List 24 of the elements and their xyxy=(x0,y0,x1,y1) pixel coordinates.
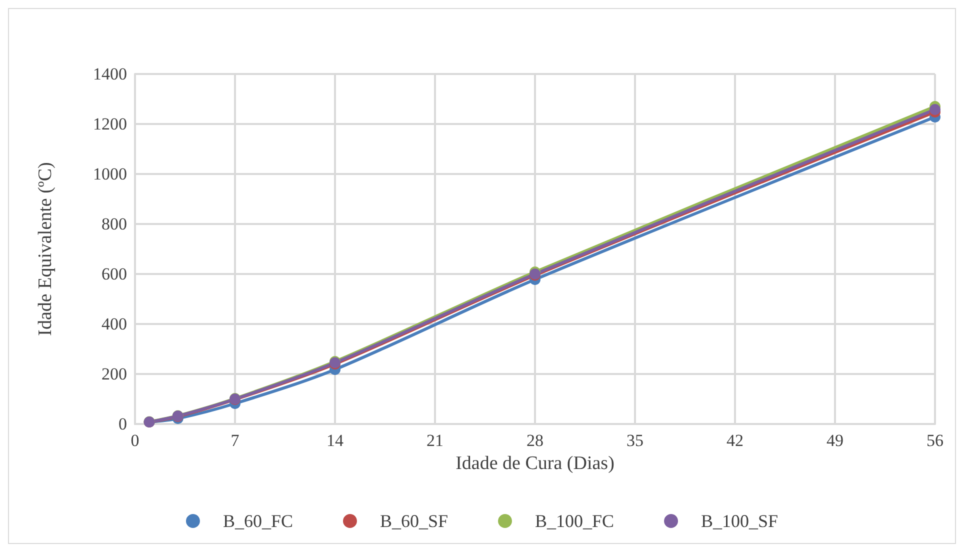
point xyxy=(930,104,940,115)
y-tick-label: 800 xyxy=(102,214,127,234)
legend-label: B_100_SF xyxy=(701,511,778,531)
y-axis-title: Idade Equivalente (ºC) xyxy=(35,162,56,336)
legend-label: B_60_SF xyxy=(380,511,448,531)
x-tick-label: 28 xyxy=(526,431,544,450)
legend-label: B_60_FC xyxy=(222,511,293,531)
x-tick-label: 49 xyxy=(826,431,844,450)
legend-label: B_100_FC xyxy=(535,511,614,531)
y-tick-label: 1000 xyxy=(93,164,127,184)
x-tick-label: 56 xyxy=(926,431,944,450)
y-tick-label: 0 xyxy=(118,414,127,434)
x-tick-label: 0 xyxy=(130,431,140,450)
x-tick-label: 14 xyxy=(326,431,344,450)
y-tick-label: 600 xyxy=(102,264,127,284)
x-tick-label: 35 xyxy=(626,431,644,450)
x-tick-label: 42 xyxy=(726,431,744,450)
x-tick-label: 21 xyxy=(426,431,444,450)
x-tick-label: 7 xyxy=(230,431,240,450)
x-axis-title: Idade de Cura (Dias) xyxy=(456,453,614,474)
y-tick-label: 1200 xyxy=(93,114,127,134)
y-tick-label: 200 xyxy=(102,364,127,384)
y-tick-label: 400 xyxy=(102,314,127,334)
y-tick-label: 1400 xyxy=(93,64,127,84)
